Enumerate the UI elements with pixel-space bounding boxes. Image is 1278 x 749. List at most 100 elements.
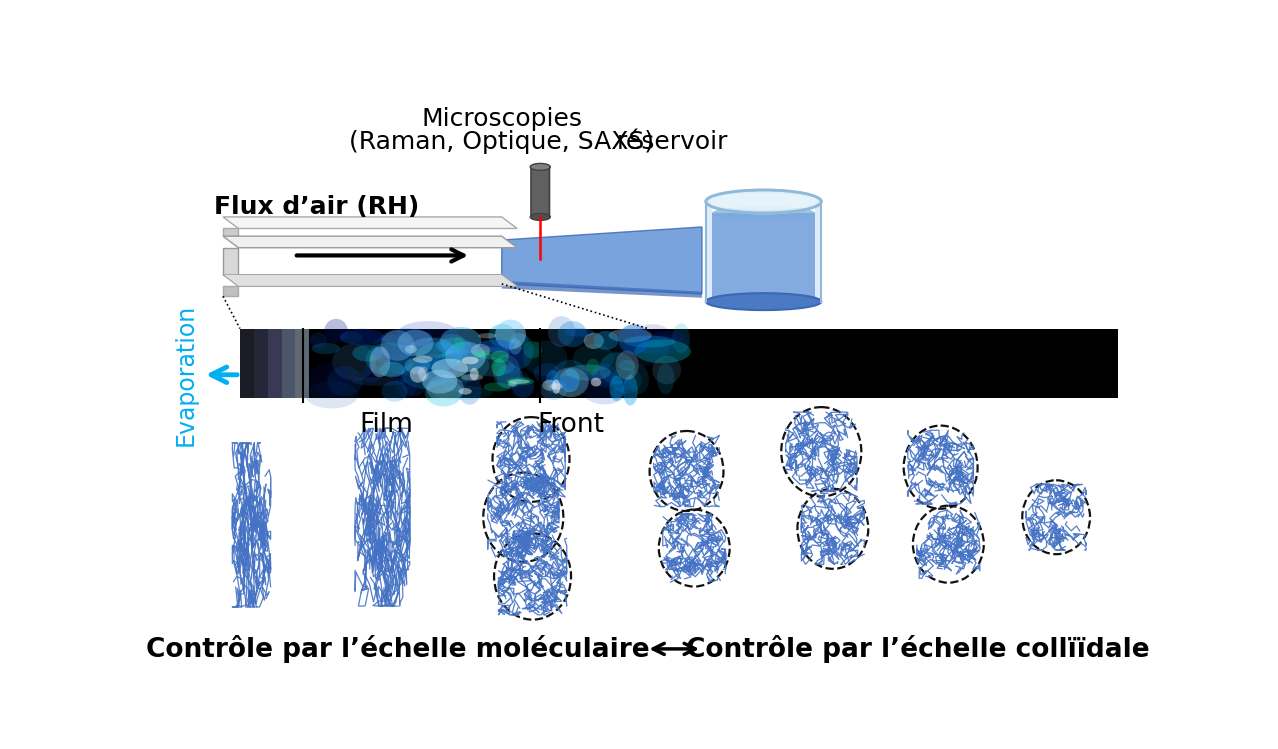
Ellipse shape: [309, 362, 350, 397]
Ellipse shape: [366, 342, 414, 376]
Ellipse shape: [616, 351, 639, 380]
Ellipse shape: [432, 359, 468, 378]
Ellipse shape: [483, 382, 511, 392]
Text: (Raman, Optique, SAXS): (Raman, Optique, SAXS): [349, 130, 654, 154]
Ellipse shape: [369, 347, 390, 377]
Ellipse shape: [458, 374, 482, 404]
Ellipse shape: [409, 342, 452, 352]
Polygon shape: [222, 228, 239, 236]
Ellipse shape: [648, 331, 688, 342]
Ellipse shape: [461, 374, 483, 380]
Polygon shape: [222, 286, 239, 297]
Ellipse shape: [459, 388, 472, 395]
Ellipse shape: [546, 370, 560, 393]
Ellipse shape: [587, 359, 599, 375]
Bar: [240, 329, 1118, 398]
Ellipse shape: [590, 377, 601, 386]
Polygon shape: [222, 217, 518, 228]
Ellipse shape: [552, 376, 581, 390]
Ellipse shape: [638, 335, 690, 355]
Ellipse shape: [530, 163, 551, 170]
Ellipse shape: [608, 329, 652, 342]
Ellipse shape: [311, 333, 327, 348]
Ellipse shape: [489, 345, 539, 358]
Ellipse shape: [447, 351, 493, 361]
Ellipse shape: [461, 357, 479, 364]
Text: Front: Front: [538, 412, 604, 437]
Ellipse shape: [523, 341, 567, 376]
Ellipse shape: [548, 316, 575, 347]
Ellipse shape: [493, 370, 528, 382]
Ellipse shape: [624, 336, 675, 348]
Ellipse shape: [470, 344, 489, 357]
Ellipse shape: [385, 354, 440, 375]
Ellipse shape: [611, 388, 625, 398]
Ellipse shape: [410, 366, 426, 383]
Ellipse shape: [427, 375, 464, 402]
Polygon shape: [712, 213, 815, 302]
Ellipse shape: [534, 363, 561, 383]
Ellipse shape: [440, 327, 482, 355]
Ellipse shape: [401, 360, 450, 389]
Ellipse shape: [395, 365, 418, 398]
Text: Evaporation: Evaporation: [174, 303, 198, 446]
Ellipse shape: [599, 352, 635, 384]
Ellipse shape: [404, 358, 429, 374]
Ellipse shape: [438, 334, 466, 354]
Ellipse shape: [565, 328, 594, 336]
Ellipse shape: [612, 339, 670, 366]
Ellipse shape: [611, 380, 635, 391]
Polygon shape: [502, 281, 702, 298]
Polygon shape: [222, 275, 518, 286]
Ellipse shape: [415, 342, 463, 371]
Ellipse shape: [473, 346, 510, 360]
Ellipse shape: [422, 370, 458, 393]
Ellipse shape: [610, 375, 624, 401]
Ellipse shape: [509, 379, 530, 384]
Ellipse shape: [709, 193, 818, 210]
Ellipse shape: [539, 379, 567, 400]
Ellipse shape: [454, 336, 464, 351]
Ellipse shape: [497, 365, 523, 389]
Ellipse shape: [652, 356, 681, 384]
Ellipse shape: [445, 342, 486, 372]
Ellipse shape: [400, 363, 428, 396]
Ellipse shape: [382, 380, 408, 401]
Text: Microscopies: Microscopies: [422, 107, 583, 131]
Ellipse shape: [424, 378, 463, 407]
Ellipse shape: [442, 349, 468, 363]
Ellipse shape: [353, 345, 382, 362]
Ellipse shape: [325, 319, 348, 343]
Ellipse shape: [478, 333, 496, 339]
Polygon shape: [815, 201, 822, 302]
Bar: [281, 329, 295, 398]
Ellipse shape: [505, 333, 533, 369]
Ellipse shape: [581, 372, 627, 404]
Ellipse shape: [594, 331, 619, 350]
Ellipse shape: [509, 382, 518, 386]
Ellipse shape: [705, 190, 822, 213]
Polygon shape: [222, 248, 239, 275]
Ellipse shape: [629, 365, 649, 394]
Bar: [254, 329, 267, 398]
Ellipse shape: [622, 375, 638, 406]
Ellipse shape: [469, 357, 515, 377]
Ellipse shape: [509, 339, 521, 355]
Polygon shape: [222, 275, 518, 286]
Ellipse shape: [584, 333, 604, 349]
Ellipse shape: [340, 329, 385, 345]
Ellipse shape: [397, 330, 433, 357]
Text: Contrôle par l’échelle collïïdale: Contrôle par l’échelle collïïdale: [686, 635, 1149, 663]
Polygon shape: [705, 201, 712, 302]
Ellipse shape: [573, 344, 615, 372]
Ellipse shape: [443, 370, 468, 392]
Ellipse shape: [619, 324, 649, 354]
Ellipse shape: [432, 386, 492, 400]
Ellipse shape: [657, 363, 675, 394]
Ellipse shape: [418, 366, 428, 381]
Ellipse shape: [550, 383, 562, 389]
Ellipse shape: [542, 380, 556, 391]
Ellipse shape: [372, 335, 413, 365]
Ellipse shape: [672, 324, 690, 354]
FancyBboxPatch shape: [530, 166, 550, 218]
